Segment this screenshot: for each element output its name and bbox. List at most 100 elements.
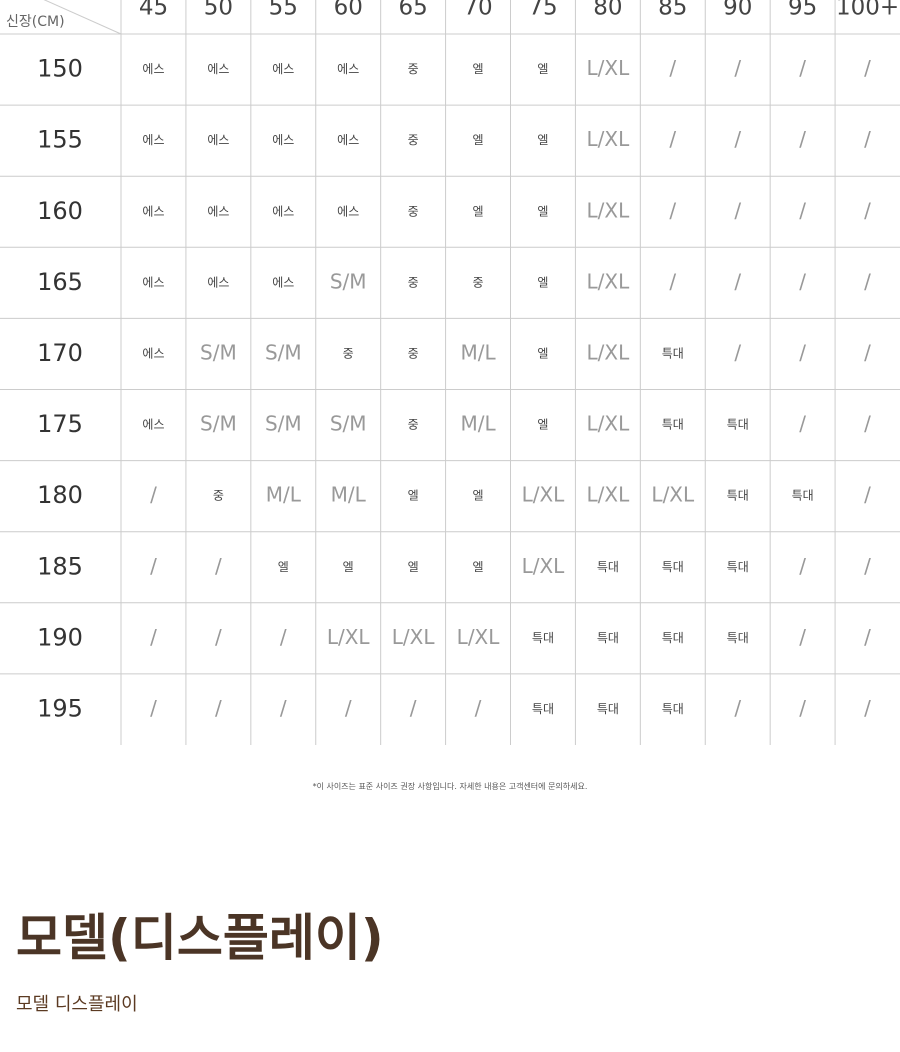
size-cell: / (864, 340, 871, 364)
size-cell: / (799, 625, 806, 649)
size-cell: 특대 (792, 489, 814, 503)
size-cell: L/XL (587, 483, 631, 507)
size-cell: L/XL (587, 340, 631, 364)
size-cell: 특대 (662, 702, 684, 716)
size-cell: / (150, 696, 157, 720)
size-cell: / (734, 56, 741, 80)
size-cell: L/XL (457, 625, 501, 649)
column-header: 90 (723, 0, 752, 21)
size-cell: 에스 (142, 346, 164, 360)
size-cell: 엘 (473, 133, 484, 147)
size-cell: 엘 (408, 560, 419, 574)
column-header: 100+ (836, 0, 899, 21)
row-header: 175 (37, 410, 83, 438)
size-cell: / (150, 554, 157, 578)
size-cell: 특대 (727, 418, 749, 432)
size-cell: / (280, 625, 287, 649)
size-cell: S/M (265, 412, 302, 436)
size-cell: 엘 (473, 204, 484, 218)
size-cell: 중 (408, 418, 419, 432)
size-cell: L/XL (651, 483, 695, 507)
column-header: 45 (139, 0, 168, 21)
size-cell: 특대 (597, 702, 619, 716)
row-header: 170 (37, 339, 83, 367)
size-cell: 에스 (337, 62, 359, 76)
size-cell: L/XL (587, 412, 631, 436)
size-cell: 에스 (142, 275, 164, 289)
size-cell: / (799, 56, 806, 80)
size-cell: / (215, 554, 222, 578)
size-cell: 에스 (272, 204, 294, 218)
column-header: 70 (463, 0, 492, 21)
size-cell: 중 (408, 346, 419, 360)
column-header: 80 (593, 0, 622, 21)
size-cell: L/XL (522, 554, 566, 578)
size-cell: 에스 (142, 62, 164, 76)
size-cell: 특대 (662, 631, 684, 645)
size-cell: 중 (408, 62, 419, 76)
size-cell: / (864, 412, 871, 436)
size-cell: 에스 (207, 204, 229, 218)
size-cell: / (864, 56, 871, 80)
size-cell: 엘 (537, 204, 548, 218)
row-header: 160 (37, 197, 83, 225)
column-header: 85 (658, 0, 687, 21)
size-cell: 중 (408, 204, 419, 218)
row-header: 195 (37, 694, 83, 722)
size-cell: 특대 (597, 560, 619, 574)
size-cell: / (799, 554, 806, 578)
size-cell: 에스 (207, 62, 229, 76)
row-header: 165 (37, 268, 83, 296)
size-cell: L/XL (587, 127, 631, 151)
corner-label: 신장(CM) (6, 14, 65, 30)
size-cell: 에스 (142, 418, 164, 432)
size-cell: 중 (473, 275, 484, 289)
size-cell: S/M (330, 269, 367, 293)
footnote: *이 사이즈는 표준 사이즈 권장 사항입니다. 자세한 내용은 고객센터에 문… (312, 782, 588, 791)
size-cell: 특대 (727, 489, 749, 503)
row-header: 190 (37, 623, 83, 651)
size-cell: / (734, 269, 741, 293)
row-header: 185 (37, 552, 83, 580)
size-cell: 엘 (408, 489, 419, 503)
size-cell: M/L (460, 412, 496, 436)
row-header: 150 (37, 55, 83, 83)
size-cell: 엘 (473, 560, 484, 574)
size-cell: 에스 (272, 133, 294, 147)
size-cell: / (475, 696, 482, 720)
size-cell: / (864, 269, 871, 293)
size-cell: 중 (213, 489, 224, 503)
size-cell: 에스 (337, 204, 359, 218)
size-cell: / (734, 127, 741, 151)
size-cell: / (799, 340, 806, 364)
size-cell: L/XL (392, 625, 436, 649)
size-cell: 엘 (537, 418, 548, 432)
size-cell: / (864, 483, 871, 507)
size-cell: 에스 (272, 62, 294, 76)
size-table: 신장(CM)45 50 55 60 65 70 75 80 85 90 95 100+150 에스 에스 에… (0, 0, 900, 745)
size-cell: 중 (343, 346, 354, 360)
size-cell: 에스 (142, 133, 164, 147)
size-cell: 엘 (537, 62, 548, 76)
size-cell: 특대 (727, 560, 749, 574)
column-header: 75 (528, 0, 557, 21)
size-cell: / (799, 127, 806, 151)
size-cell: S/M (265, 340, 302, 364)
size-cell: L/XL (587, 269, 631, 293)
size-cell: / (799, 696, 806, 720)
size-cell: / (150, 483, 157, 507)
size-cell: / (410, 696, 417, 720)
corner-diagonal (43, 0, 122, 35)
size-cell: S/M (200, 412, 237, 436)
size-cell: 특대 (662, 346, 684, 360)
size-cell: M/L (460, 340, 496, 364)
size-cell: S/M (200, 340, 237, 364)
size-cell: / (345, 696, 352, 720)
size-cell: 특대 (662, 418, 684, 432)
size-cell: / (734, 198, 741, 222)
size-cell: / (669, 56, 676, 80)
size-cell: / (799, 269, 806, 293)
size-cell: / (799, 412, 806, 436)
size-cell: 엘 (473, 62, 484, 76)
